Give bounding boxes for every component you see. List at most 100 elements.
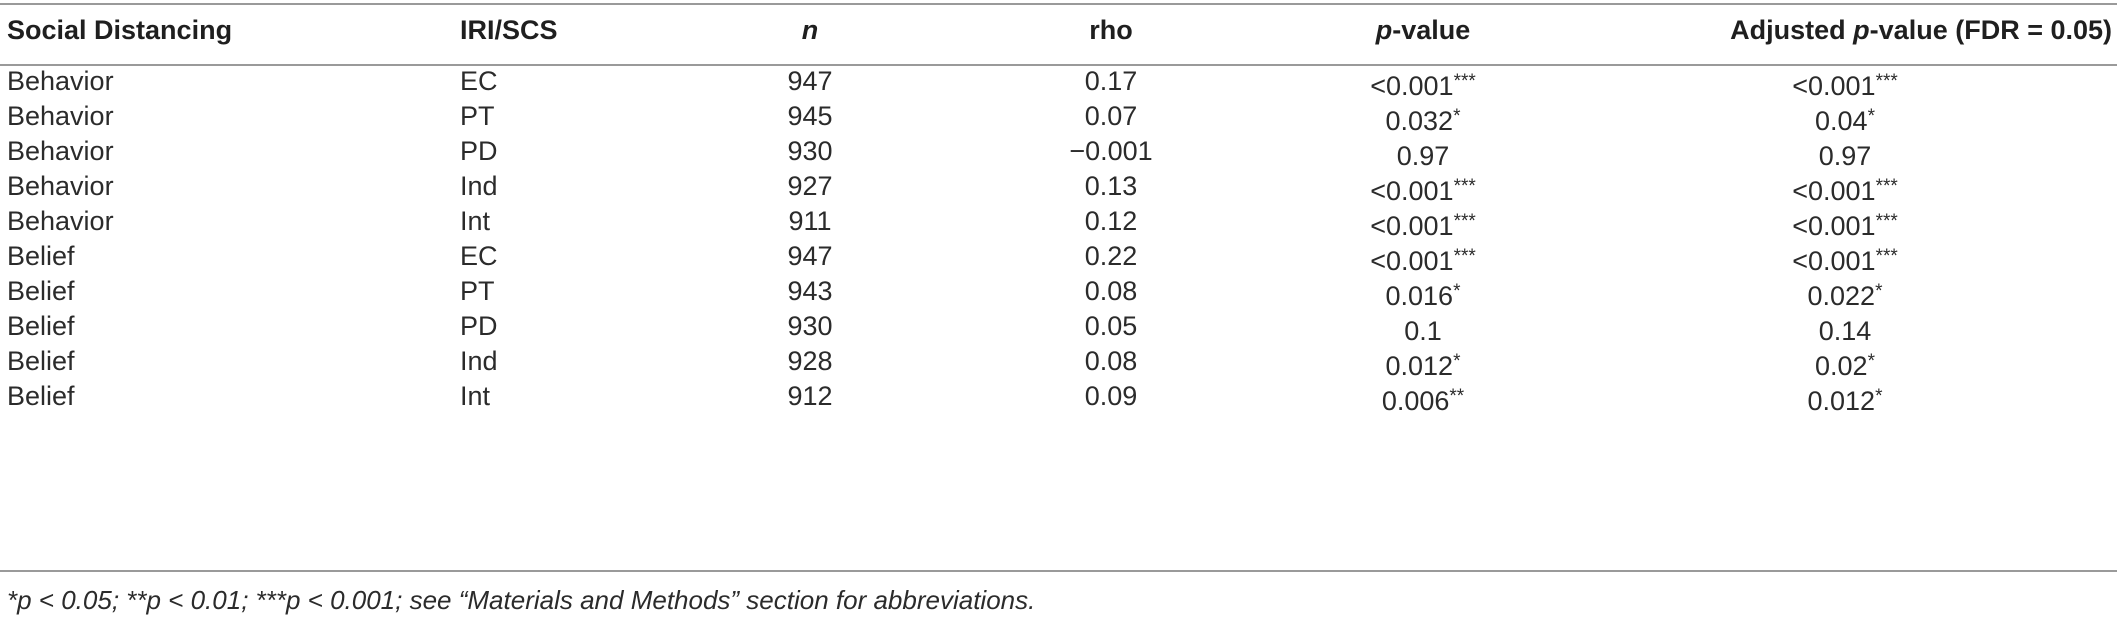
cell-rho: −0.001 [1069, 134, 1152, 169]
header-adj-rest: -value (FDR = 0.05) [1869, 15, 2112, 45]
cell-rho-text: −0.001 [1069, 136, 1153, 166]
cell-p-value-text: <0.001 [1370, 176, 1454, 206]
header-adj-p-italic: p [1853, 15, 1870, 45]
cell-social-distancing: Behavior [7, 204, 114, 239]
cell-iri-scs: Int [460, 379, 490, 414]
cell-p-value: <0.001*** [1370, 64, 1476, 104]
cell-n: 927 [787, 169, 832, 204]
cell-adjusted-p-value-significance: * [1867, 106, 1875, 127]
cell-rho-text: 0.17 [1084, 66, 1138, 96]
cell-adjusted-p-value: 0.14 [1819, 309, 1872, 349]
cell-p-value-text: <0.001 [1370, 211, 1454, 241]
cell-p-value: 0.1 [1404, 309, 1442, 349]
cell-adjusted-p-value-text: 0.02 [1815, 351, 1868, 381]
cell-n: 912 [787, 379, 832, 414]
cell-adjusted-p-value-text: 0.14 [1818, 316, 1872, 346]
cell-adjusted-p-value-significance: *** [1875, 71, 1898, 92]
cell-adjusted-p-value-significance: * [1875, 386, 1883, 407]
cell-adjusted-p-value-significance: *** [1875, 211, 1898, 232]
header-adjusted-p-value: Adjusted p-value (FDR = 0.05) [1730, 10, 2112, 50]
table-row: Behavior PD 930 −0.001 0.97 0.97 [0, 134, 2117, 171]
cell-rho: 0.17 [1085, 64, 1138, 99]
cell-iri-scs: PD [460, 134, 498, 169]
cell-rho: 0.12 [1085, 204, 1138, 239]
cell-n-text: 912 [787, 381, 833, 411]
table-bottom-rule [0, 570, 2117, 572]
table-row: Belief PT 943 0.08 0.016* 0.022* [0, 274, 2117, 311]
cell-n: 947 [787, 239, 832, 274]
table-row: Belief Int 912 0.09 0.006** 0.012* [0, 379, 2117, 416]
cell-adjusted-p-value-significance: *** [1875, 246, 1898, 267]
cell-p-value-significance: * [1453, 351, 1461, 372]
cell-iri-scs: Ind [460, 344, 498, 379]
cell-p-value: <0.001*** [1370, 239, 1476, 279]
cell-adjusted-p-value: 0.012* [1808, 379, 1883, 419]
cell-social-distancing-text: Belief [7, 311, 75, 341]
table-row: Belief Ind 928 0.08 0.012* 0.02* [0, 344, 2117, 381]
cell-iri-scs-text: PD [460, 311, 498, 341]
cell-adjusted-p-value: <0.001*** [1792, 204, 1898, 244]
cell-rho-text: 0.08 [1084, 346, 1138, 376]
cell-p-value: <0.001*** [1370, 169, 1476, 209]
cell-p-value-text: 0.97 [1396, 141, 1450, 171]
cell-n: 911 [788, 204, 831, 239]
cell-social-distancing-text: Behavior [7, 101, 114, 131]
header-adj-prefix: Adjusted [1730, 15, 1854, 45]
cell-adjusted-p-value: <0.001*** [1792, 239, 1898, 279]
cell-rho: 0.08 [1085, 344, 1138, 379]
cell-p-value-significance: *** [1453, 246, 1476, 267]
cell-rho-text: 0.09 [1084, 381, 1138, 411]
cell-adjusted-p-value-text: <0.001 [1792, 176, 1876, 206]
cell-social-distancing-text: Behavior [7, 136, 114, 166]
cell-n-text: 945 [787, 101, 833, 131]
cell-iri-scs-text: Ind [460, 346, 498, 376]
table-header-rule [0, 64, 2117, 66]
cell-n: 928 [787, 344, 832, 379]
cell-social-distancing-text: Belief [7, 346, 75, 376]
cell-n: 943 [787, 274, 832, 309]
cell-social-distancing: Behavior [7, 99, 114, 134]
cell-p-value-text: 0.012 [1385, 351, 1454, 381]
table-row: Behavior Ind 927 0.13 <0.001*** <0.001*** [0, 169, 2117, 206]
cell-iri-scs-text: PD [460, 136, 498, 166]
cell-n-text: 930 [787, 136, 833, 166]
cell-adjusted-p-value-significance: *** [1875, 176, 1898, 197]
cell-rho: 0.07 [1085, 99, 1138, 134]
cell-rho-text: 0.22 [1084, 241, 1138, 271]
cell-n-text: 927 [787, 171, 833, 201]
table-row: Behavior EC 947 0.17 <0.001*** <0.001*** [0, 64, 2117, 101]
cell-adjusted-p-value: <0.001*** [1792, 64, 1898, 104]
cell-social-distancing-text: Behavior [7, 206, 114, 236]
header-n: n [802, 10, 819, 50]
cell-adjusted-p-value: 0.02* [1815, 344, 1875, 384]
cell-rho: 0.08 [1085, 274, 1138, 309]
cell-p-value: 0.012* [1386, 344, 1461, 384]
cell-social-distancing: Behavior [7, 169, 114, 204]
cell-p-value: 0.016* [1386, 274, 1461, 314]
cell-adjusted-p-value-significance: * [1875, 281, 1883, 302]
cell-iri-scs: PT [460, 274, 495, 309]
cell-iri-scs-text: EC [460, 66, 498, 96]
header-p-rest: -value [1392, 15, 1471, 45]
cell-adjusted-p-value: 0.04* [1815, 99, 1875, 139]
cell-n-text: 928 [787, 346, 833, 376]
cell-p-value-significance: *** [1453, 71, 1476, 92]
cell-n: 930 [787, 309, 832, 344]
cell-iri-scs: Int [460, 204, 490, 239]
cell-n-text: 947 [787, 66, 833, 96]
header-iri-scs: IRI/SCS [460, 15, 558, 45]
cell-iri-scs-text: Int [460, 381, 491, 411]
cell-social-distancing: Behavior [7, 64, 114, 99]
cell-p-value-text: 0.032 [1385, 106, 1454, 136]
cell-p-value-text: <0.001 [1370, 246, 1454, 276]
cell-p-value-significance: ** [1449, 386, 1465, 407]
cell-p-value: <0.001*** [1370, 204, 1476, 244]
cell-p-value-text: 0.016 [1385, 281, 1454, 311]
cell-iri-scs-text: EC [460, 241, 498, 271]
cell-rho-text: 0.13 [1084, 171, 1138, 201]
cell-rho: 0.09 [1085, 379, 1138, 414]
cell-adjusted-p-value: 0.97 [1819, 134, 1872, 174]
cell-n: 930 [787, 134, 832, 169]
cell-iri-scs: EC [460, 239, 498, 274]
cell-n: 945 [787, 99, 832, 134]
